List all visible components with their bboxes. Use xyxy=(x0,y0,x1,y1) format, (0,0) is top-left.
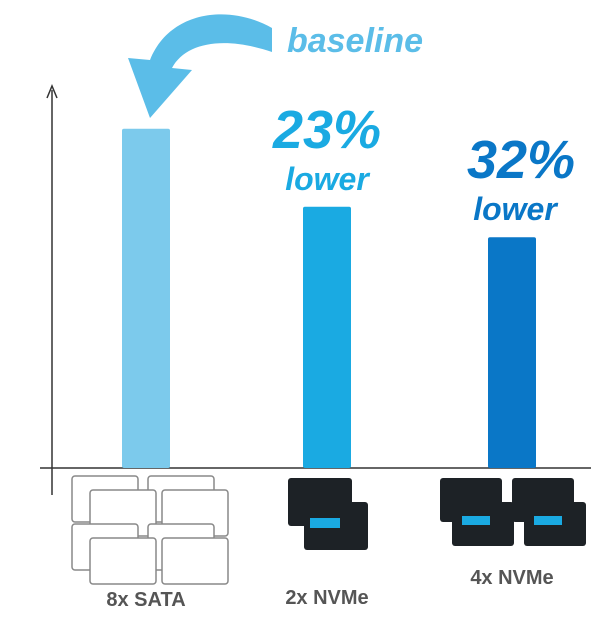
annotation: baseline xyxy=(287,22,423,60)
nvme-drives-2 xyxy=(288,478,368,550)
annotation: 32% xyxy=(467,130,575,190)
annotation: 23% xyxy=(272,100,381,160)
bar xyxy=(122,128,170,468)
x-tick-label: 2x NVMe xyxy=(285,587,368,609)
bar xyxy=(303,206,351,468)
sata-drives xyxy=(71,475,229,585)
annotation: lower xyxy=(285,161,370,197)
bar xyxy=(488,237,536,468)
annotation: lower xyxy=(473,191,558,227)
nvme-drives-4 xyxy=(440,478,586,546)
x-tick-label: 4x NVMe xyxy=(470,567,553,589)
x-tick-label: 8x SATA xyxy=(106,589,185,611)
baseline-arrow xyxy=(128,14,272,118)
y-axis-arrow xyxy=(46,84,58,99)
